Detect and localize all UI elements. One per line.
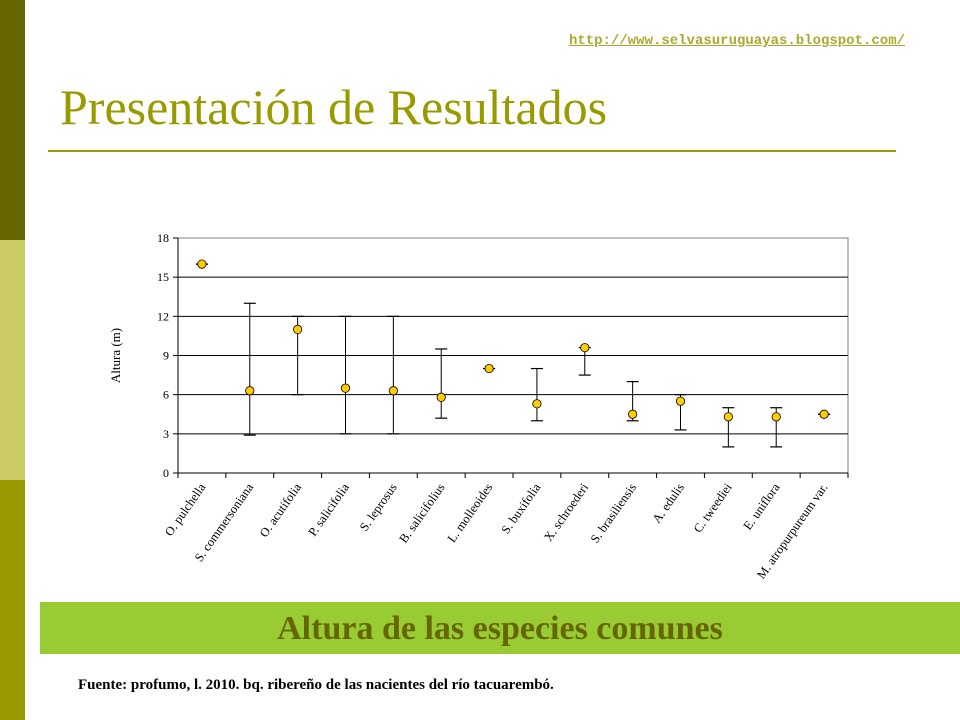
x-category-label: O. acutifolia bbox=[257, 480, 305, 540]
y-tick-label: 6 bbox=[163, 388, 169, 402]
data-point bbox=[197, 259, 207, 269]
y-tick-label: 0 bbox=[163, 466, 169, 480]
data-point bbox=[771, 412, 781, 422]
x-category-label: A. edulis bbox=[650, 481, 687, 526]
data-point bbox=[484, 363, 494, 374]
x-category-label: O. pulchella bbox=[162, 480, 209, 538]
y-tick-label: 9 bbox=[163, 349, 169, 363]
y-tick-label: 15 bbox=[157, 270, 169, 284]
data-point bbox=[436, 392, 446, 402]
x-category-label: C. tweediei bbox=[691, 480, 735, 535]
y-tick-label: 18 bbox=[157, 231, 169, 245]
data-point bbox=[723, 412, 733, 422]
x-category-label: E. uniflora bbox=[741, 480, 783, 532]
data-point bbox=[340, 383, 351, 393]
data-point bbox=[819, 409, 829, 419]
data-point bbox=[245, 386, 255, 396]
data-point bbox=[293, 324, 303, 334]
data-point bbox=[388, 386, 398, 396]
x-category-label: L. molleoides bbox=[445, 481, 496, 545]
blog-url-link[interactable]: http://www.selvasuruguayas.blogspot.com/ bbox=[568, 33, 905, 49]
sidebar-stripe-bottom bbox=[0, 480, 25, 720]
data-point bbox=[580, 343, 590, 353]
source-note: Fuente: profumo, l. 2010. bq. ribereño d… bbox=[78, 677, 554, 693]
title-divider bbox=[48, 150, 896, 152]
sidebar-stripe-top bbox=[0, 0, 25, 240]
data-point bbox=[532, 399, 542, 409]
caption-band bbox=[40, 602, 960, 654]
y-tick-label: 12 bbox=[157, 309, 169, 323]
y-axis-title: Altura (m) bbox=[108, 328, 123, 383]
sidebar-stripe-middle bbox=[0, 240, 25, 480]
x-category-label: P. salicifolia bbox=[305, 480, 352, 538]
data-point bbox=[675, 396, 686, 406]
y-tick-label: 3 bbox=[163, 427, 169, 441]
x-category-label: S. brasiliensis bbox=[588, 481, 639, 546]
x-category-label: S. leprosus bbox=[357, 481, 400, 534]
x-category-label: B. salicifolius bbox=[396, 481, 447, 546]
x-category-label: S. buxifolia bbox=[498, 480, 543, 536]
x-category-label: X. schroederi bbox=[541, 480, 591, 544]
chart-caption: Altura de las especies comunes bbox=[277, 610, 723, 647]
slide-title: Presentación de Resultados bbox=[60, 79, 608, 135]
data-point bbox=[628, 409, 638, 419]
